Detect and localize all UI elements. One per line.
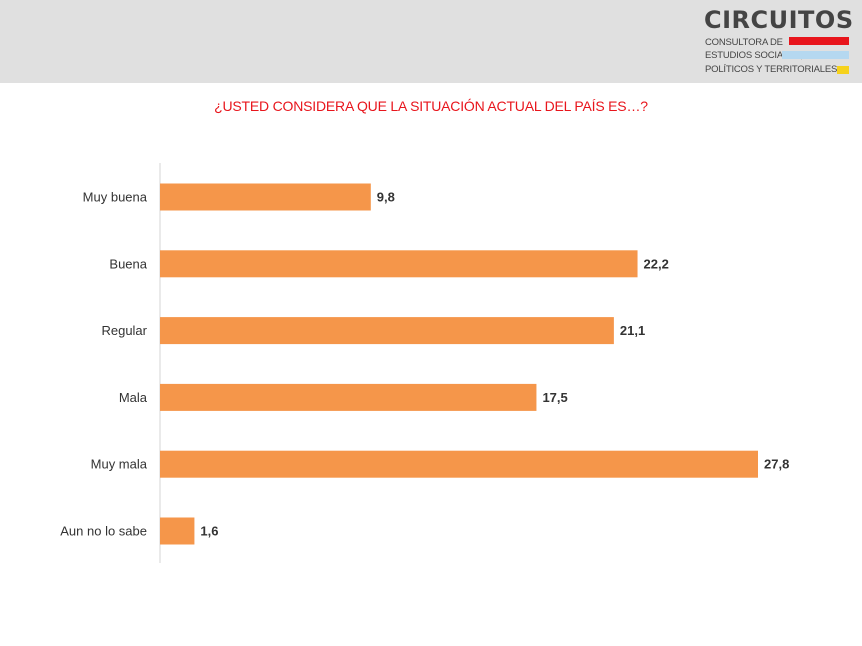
logo-blue-stripe [782,51,849,59]
value-label-3: 17,5 [542,390,567,405]
category-label-3: Mala [119,390,148,405]
header-band [0,0,862,83]
logo-yellow-stripe [837,66,849,74]
value-label-5: 1,6 [200,524,218,539]
logo-line-2: ESTUDIOS SOCIALES, [705,50,803,61]
category-label-4: Muy mala [91,457,148,472]
value-label-0: 9,8 [377,190,395,205]
logo-red-stripe [789,37,849,45]
chart-title: ¿USTED CONSIDERA QUE LA SITUACIÓN ACTUAL… [214,98,648,114]
category-label-5: Aun no lo sabe [60,524,147,539]
category-label-1: Buena [109,256,147,271]
bar-0 [160,183,371,211]
value-label-1: 22,2 [644,256,669,271]
bars-layer: Muy buena 9,8 Buena 22,2 Regular 21,1 Mala 17,5… [60,183,789,545]
value-label-4: 27,8 [764,457,789,472]
category-label-2: Regular [101,323,147,338]
logo-name: CIRCUITOS [704,6,854,34]
value-label-2: 21,1 [620,323,645,338]
bar-4 [160,450,758,478]
bar-1 [160,250,638,278]
category-label-0: Muy buena [83,190,148,205]
logo-line-1: CONSULTORA DE [705,37,783,48]
bar-5 [160,517,195,545]
logo-line-3: POLÍTICOS Y TERRITORIALES [705,64,838,75]
bar-3 [160,383,537,411]
bar-2 [160,317,614,345]
circuitos-logo: CIRCUITOS CONSULTORA DE ESTUDIOS SOCIALE… [704,6,854,82]
